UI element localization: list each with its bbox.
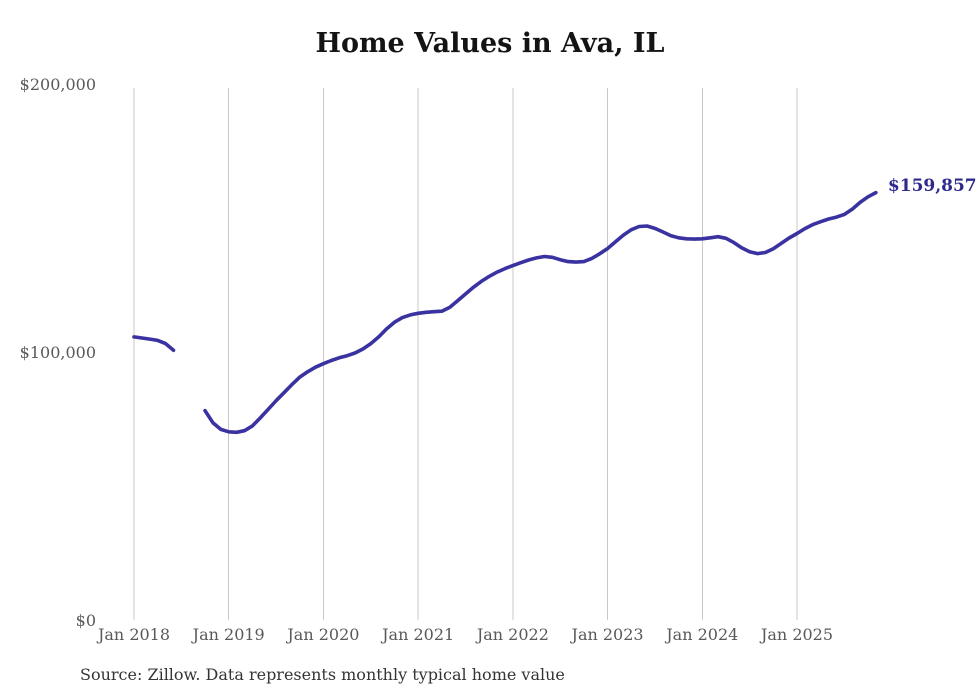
x-tick-label: Jan 2025 — [760, 625, 834, 644]
y-tick-label: $0 — [75, 611, 96, 630]
chart-title: Home Values in Ava, IL — [315, 28, 665, 59]
final-value-label: $159,857 — [887, 175, 977, 196]
source-note: Source: Zillow. Data represents monthly … — [80, 665, 565, 684]
x-tick-label: Jan 2022 — [476, 625, 549, 644]
x-tick-label: Jan 2024 — [666, 625, 739, 644]
x-tick-label: Jan 2018 — [97, 625, 171, 644]
y-tick-label: $100,000 — [19, 343, 96, 362]
x-tick-label: Jan 2021 — [382, 625, 455, 644]
x-tick-label: Jan 2020 — [287, 625, 360, 644]
x-tick-label: Jan 2019 — [192, 625, 265, 644]
y-tick-label: $200,000 — [19, 75, 96, 94]
x-tick-label: Jan 2023 — [571, 625, 644, 644]
series-line — [132, 190, 878, 435]
